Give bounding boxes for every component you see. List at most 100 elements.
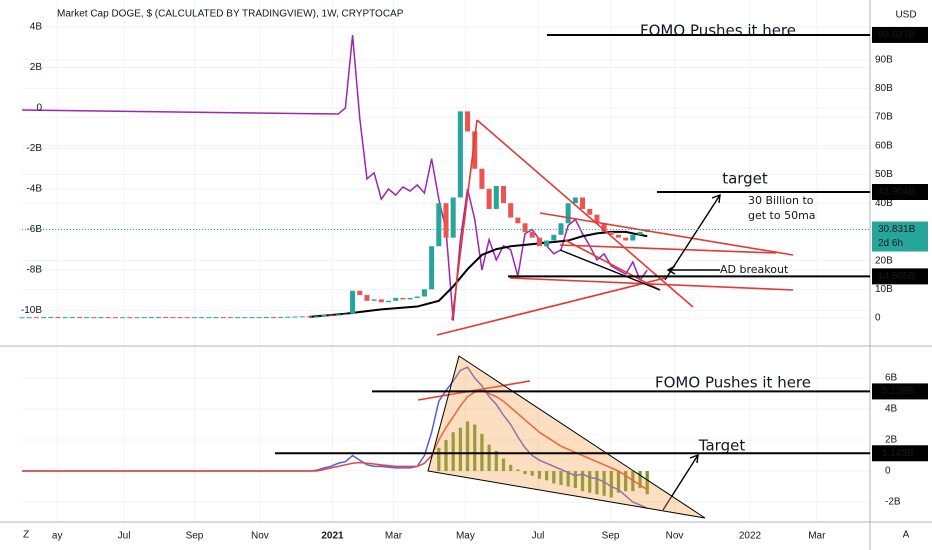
y-tick-label: 50B <box>875 169 893 180</box>
y-tick-label: 40B <box>875 198 893 209</box>
candle <box>199 317 205 319</box>
candle <box>486 188 492 209</box>
y-tick-label: -10B <box>21 305 42 316</box>
y-tick-label: 2B <box>30 62 43 73</box>
candle <box>551 234 557 241</box>
candle <box>177 317 183 319</box>
histogram-bar <box>638 471 642 489</box>
histogram-bar <box>501 458 506 472</box>
annotation: Target <box>698 437 746 455</box>
x-tick-label: Nov <box>666 531 684 542</box>
candle <box>206 317 212 319</box>
histogram-bar <box>552 471 556 484</box>
candle <box>112 317 118 319</box>
histogram-bar <box>537 471 542 479</box>
candle <box>350 290 356 314</box>
price-label: 1.145B <box>882 448 914 459</box>
candle <box>493 185 499 209</box>
currency: USD <box>895 10 916 21</box>
candle <box>500 185 507 204</box>
candle <box>127 317 133 319</box>
annotation: get to 50ma <box>748 209 816 222</box>
histogram-bar <box>530 471 534 476</box>
y-tick-label: 2B <box>885 435 898 446</box>
candle <box>163 317 169 319</box>
histogram-bar <box>588 471 592 493</box>
histogram-bar <box>624 471 628 492</box>
histogram-bar <box>559 471 563 485</box>
candle <box>242 317 248 319</box>
chart-title: Market Cap DOGE, $ (CALCULATED BY TRADIN… <box>57 9 404 20</box>
candle <box>292 316 298 318</box>
y-tick-label: -2B <box>26 143 42 154</box>
histogram-bar <box>602 471 606 496</box>
candle <box>457 111 463 198</box>
y-tick-label: -8B <box>26 265 42 276</box>
candle <box>184 317 190 319</box>
candle <box>378 299 384 303</box>
candle <box>321 314 327 317</box>
candle <box>41 317 47 319</box>
price-label-box <box>872 184 928 201</box>
histogram-bar <box>580 471 585 492</box>
candle <box>522 223 528 232</box>
candle <box>580 197 586 209</box>
candle <box>76 317 83 319</box>
candle <box>637 231 643 235</box>
y-tick-label: 4B <box>30 22 43 33</box>
histogram-bar <box>516 469 520 472</box>
x-tick-label: Mar <box>808 531 826 542</box>
x-tick-label: ay <box>52 531 63 542</box>
candle <box>400 297 406 300</box>
price-label: 14.505B <box>878 271 916 282</box>
candle <box>565 203 571 224</box>
candle <box>285 316 291 318</box>
candle <box>120 317 126 319</box>
candle <box>299 316 305 318</box>
candle <box>515 217 521 224</box>
candle <box>450 197 456 238</box>
candle <box>335 314 341 316</box>
candle <box>55 317 61 319</box>
y-tick-label: 0 <box>885 466 891 477</box>
candle <box>170 317 176 319</box>
candle <box>364 295 370 301</box>
price-label: 43.904B <box>878 187 916 198</box>
histogram-bar <box>609 471 613 498</box>
scale-toggle[interactable]: Z <box>23 530 29 541</box>
auto-scale[interactable]: A <box>903 530 910 541</box>
candle <box>235 317 241 319</box>
candle <box>385 300 392 303</box>
candle <box>271 317 277 319</box>
candle <box>479 168 485 189</box>
x-tick-label: May <box>456 531 475 542</box>
histogram-bar <box>616 471 621 493</box>
candle <box>572 197 578 204</box>
candle <box>84 317 90 319</box>
candle <box>134 317 140 319</box>
candle <box>414 296 420 298</box>
candle <box>98 317 104 319</box>
candle <box>69 317 75 319</box>
histogram-bar <box>544 471 549 481</box>
x-tick-label: Jul <box>118 531 131 542</box>
x-tick-label: Nov <box>251 531 269 542</box>
countdown: 2d 6h <box>878 238 903 249</box>
candle <box>227 317 233 319</box>
y-tick-label: 80B <box>875 83 893 94</box>
candle <box>536 237 542 247</box>
histogram-bar <box>458 427 462 472</box>
candle <box>601 223 607 232</box>
candle <box>213 317 219 319</box>
x-tick-label: Mar <box>385 531 403 542</box>
y-tick-label: 20B <box>875 255 893 266</box>
candle <box>141 317 147 319</box>
price-label-box <box>872 268 928 285</box>
candle <box>508 203 514 218</box>
candle <box>62 317 68 319</box>
x-tick-label: 2021 <box>321 531 344 542</box>
grid <box>22 0 870 522</box>
histogram-bar <box>494 450 498 472</box>
candle <box>48 317 54 319</box>
candle <box>472 131 478 169</box>
